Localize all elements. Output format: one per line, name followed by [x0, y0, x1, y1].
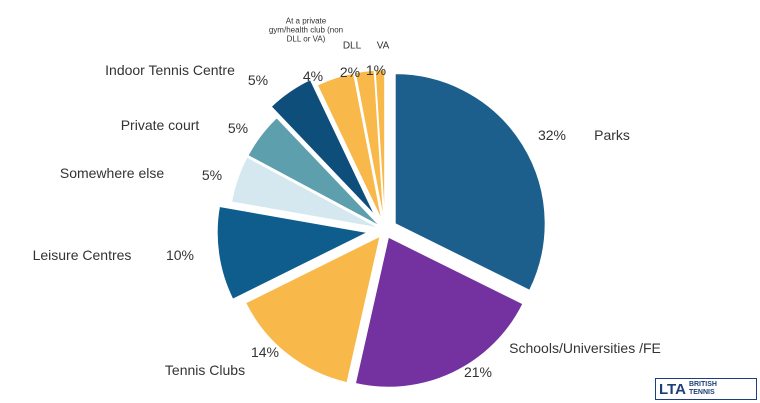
pie-slice: [394, 73, 546, 291]
slice-label: Indoor Tennis Centre: [105, 62, 235, 78]
slice-value-label: 1%: [365, 62, 387, 78]
pie-slice: [244, 235, 381, 384]
slice-value-label: 5%: [227, 120, 249, 136]
slice-value-label: 21%: [463, 364, 493, 380]
slice-label: At a private gym/health club (non DLL or…: [268, 16, 344, 44]
pie-slice: [354, 69, 385, 221]
slice-value-label: 4%: [302, 68, 324, 84]
pie-slice: [216, 205, 369, 300]
pie-slice: [231, 156, 380, 229]
pie-slice: [247, 117, 381, 227]
pie-slice: [316, 72, 383, 221]
slice-label: Somewhere else: [59, 165, 165, 181]
pie-slice: [270, 79, 376, 216]
slice-label: Private court: [120, 117, 200, 133]
slice-value-label: 5%: [247, 72, 269, 88]
slice-label: DLL: [342, 40, 362, 52]
slice-value-label: 14%: [250, 344, 280, 360]
slice-label: Tennis Clubs: [164, 362, 246, 378]
pie-slice: [354, 236, 524, 388]
slice-value-label: 10%: [165, 247, 195, 263]
logo: LTA BRITISH TENNIS: [655, 378, 757, 400]
slice-label: VA: [376, 40, 390, 52]
logo-subtext: BRITISH TENNIS: [688, 381, 717, 396]
slice-label: Parks: [594, 127, 630, 143]
slice-value-label: 2%: [339, 64, 361, 80]
logo-text: LTA: [659, 380, 686, 398]
slice-value-label: 32%: [537, 127, 567, 143]
pie-slice: [374, 69, 386, 221]
slice-label: Leisure Centres: [32, 247, 132, 263]
slice-value-label: 5%: [201, 167, 223, 183]
slice-label: Schools/Universities /FE: [509, 340, 661, 356]
